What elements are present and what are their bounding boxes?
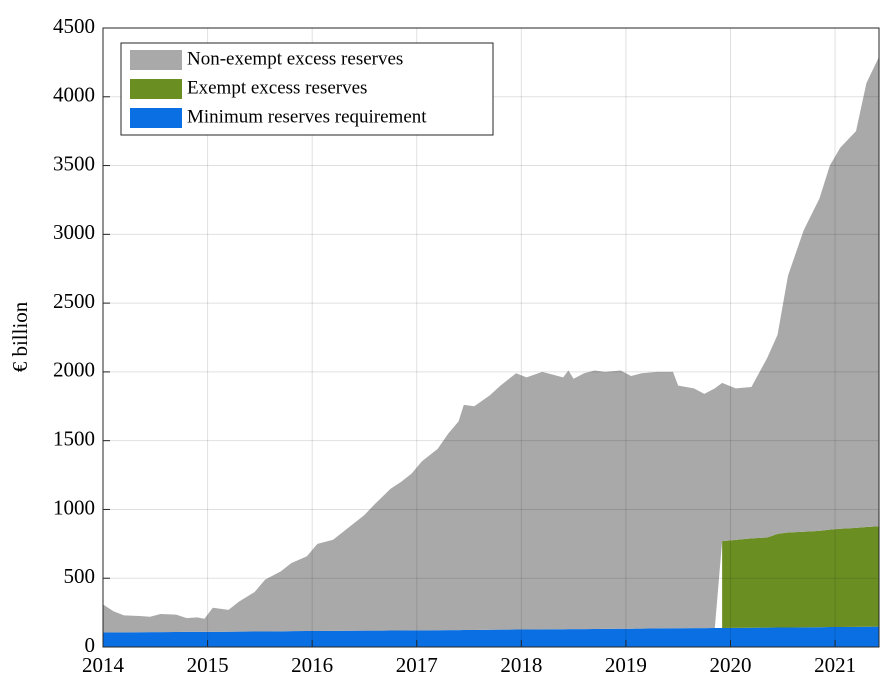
- x-tick-label: 2018: [500, 653, 542, 677]
- x-tick-label: 2020: [709, 653, 751, 677]
- legend-label: Non-exempt excess reserves: [187, 48, 403, 69]
- legend-label: Minimum reserves requirement: [187, 106, 427, 127]
- area: [103, 56, 879, 633]
- y-tick-label: 500: [64, 564, 96, 588]
- x-tick-label: 2016: [291, 653, 333, 677]
- plot-frame: [102, 27, 880, 648]
- x-tick-label: 2015: [187, 653, 229, 677]
- y-axis-label: € billion: [8, 301, 32, 372]
- y-tick-label: 3000: [53, 220, 95, 244]
- y-tick-label: 2500: [53, 289, 95, 313]
- x-tick-label: 2021: [814, 653, 856, 677]
- x-tick-label: 2019: [605, 653, 647, 677]
- x-tick-label: 2014: [82, 653, 125, 677]
- area: [103, 626, 879, 647]
- legend-box: [120, 42, 494, 136]
- legend-label: Exempt excess reserves: [187, 77, 367, 98]
- legend-swatch: [130, 108, 182, 128]
- y-tick-label: 1000: [53, 495, 95, 519]
- y-tick-label: 4500: [53, 14, 95, 38]
- y-tick-label: 2000: [53, 358, 95, 382]
- y-tick-label: 0: [85, 633, 96, 657]
- y-tick-label: 1500: [53, 426, 95, 450]
- y-tick-label: 4000: [53, 83, 95, 107]
- area: [722, 526, 879, 629]
- legend-swatch: [130, 50, 182, 70]
- x-tick-label: 2017: [396, 653, 438, 677]
- y-tick-label: 3500: [53, 151, 95, 175]
- legend-swatch: [130, 79, 182, 99]
